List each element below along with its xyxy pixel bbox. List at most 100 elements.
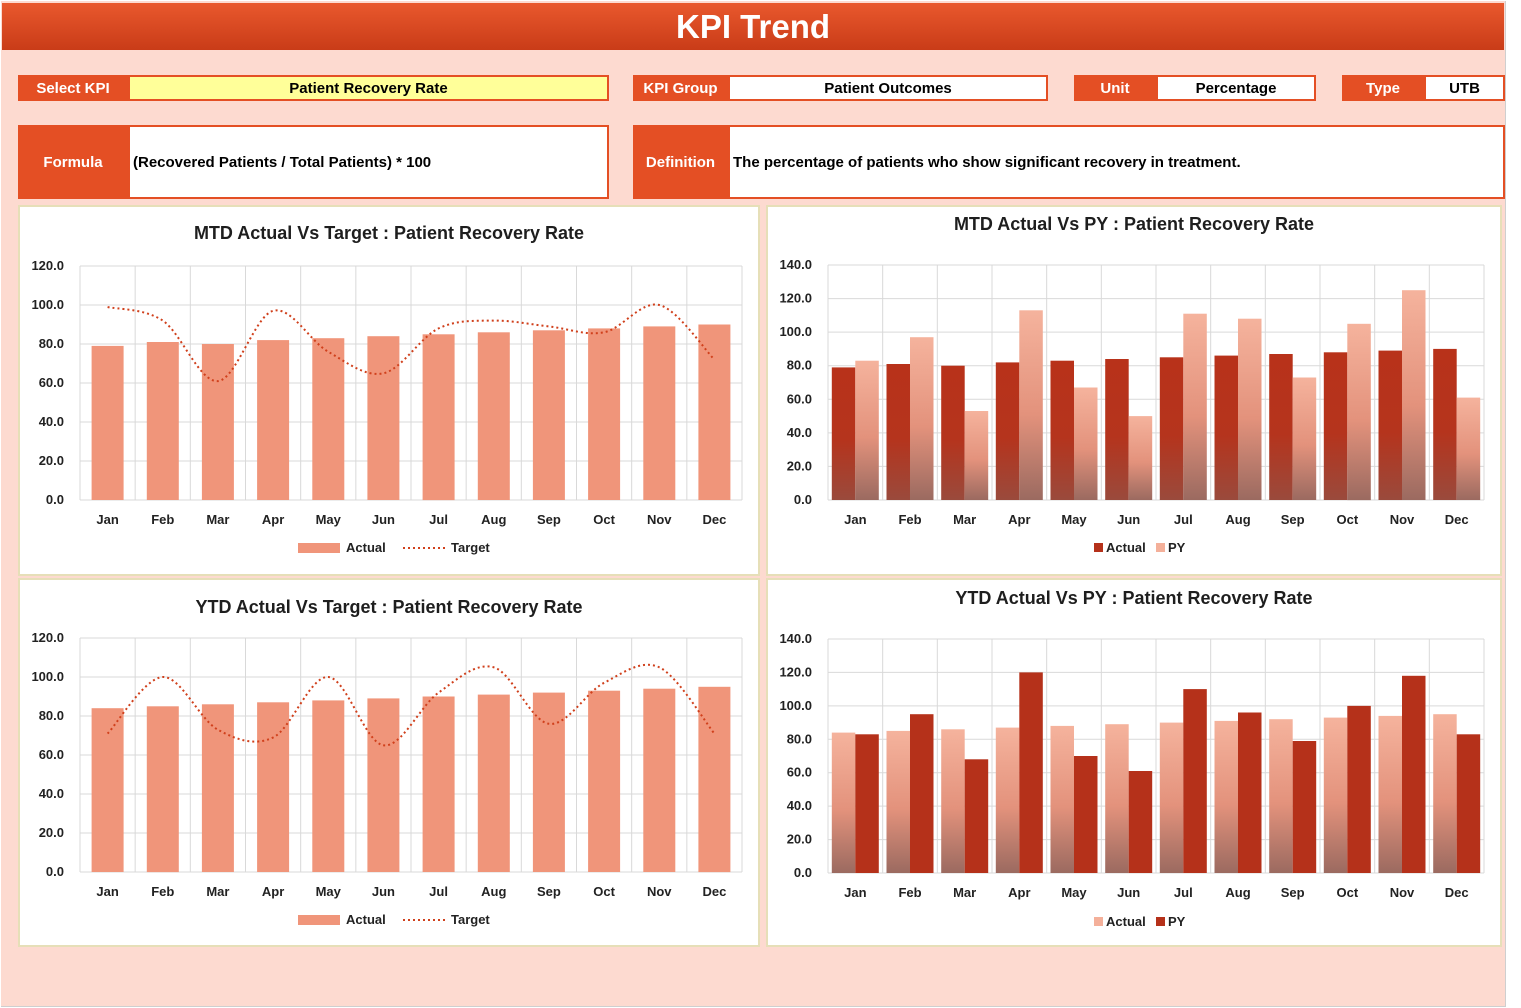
bar-py [964,759,989,873]
definition-value: The percentage of patients who show sign… [728,125,1505,199]
x-tick-label: Jul [1174,885,1193,900]
x-tick-label: Dec [1445,885,1469,900]
y-tick-label: 80.0 [39,708,64,723]
x-tick-label: May [316,512,342,527]
bar-actual [941,729,965,873]
y-tick-label: 20.0 [39,453,64,468]
y-tick-label: 100.0 [31,669,64,684]
x-tick-label: Aug [1225,885,1250,900]
bar-py [1238,318,1262,500]
legend-label-py: PY [1168,540,1186,555]
bar-actual [1323,717,1348,873]
bar-actual [1105,724,1129,873]
bar-actual [367,698,400,872]
bar-actual [1159,357,1184,500]
x-tick-label: Apr [262,884,284,899]
x-tick-label: Jul [429,512,448,527]
y-tick-label: 120.0 [779,291,812,306]
legend-label-target: Target [451,912,490,927]
x-tick-label: Dec [1445,512,1469,527]
bar-py [855,734,879,873]
bar-actual [1050,360,1074,500]
legend-swatch-py [1156,543,1165,552]
bar-actual [831,732,856,873]
bar-actual [995,727,1020,873]
y-tick-label: 120.0 [31,258,64,273]
x-tick-label: Jun [1117,512,1140,527]
x-tick-label: Jan [96,512,118,527]
unit-value: Percentage [1156,75,1316,101]
y-tick-label: 0.0 [46,492,64,507]
x-tick-label: Jan [844,885,866,900]
chart-title: MTD Actual Vs Target : Patient Recovery … [193,223,585,243]
x-tick-label: Jun [372,884,395,899]
x-tick-label: May [316,884,342,899]
x-tick-label: Sep [1281,512,1305,527]
legend-swatch-actual [298,543,340,553]
formula-label: Formula [18,125,128,199]
type-value: UTB [1424,75,1505,101]
x-tick-label: Mar [953,885,976,900]
legend-swatch-actual [298,915,340,925]
bar-py [910,337,934,500]
bar-py [1128,771,1153,873]
bar-actual [257,702,290,872]
y-tick-label: 0.0 [794,492,812,507]
bar-actual [1050,725,1074,873]
bar-py [1074,756,1098,873]
chart-panel-mtd-target: MTD Actual Vs Target : Patient Recovery … [18,205,760,576]
chart-mtd-actual-vs-py: 0.0 20.0 40.0 60.0 80.0 100.0 120.0 140.0 Jan Feb… [779,257,1485,555]
page-title: KPI Trend [2,3,1504,50]
gridlines [827,638,1485,874]
chart-ytd-actual-vs-target: 0.0 20.0 40.0 60.0 80.0 100.0 120.0 Jan Feb Mar Ap… [31,630,743,927]
bar-actual [146,342,179,500]
bar-py [1238,712,1262,873]
x-tick-label: Nov [1390,885,1415,900]
bar-actual [146,706,179,873]
x-tick-label: Nov [647,884,672,899]
y-tick-label: 60.0 [39,375,64,390]
bar-py [1456,734,1481,873]
x-tick-label: Apr [262,512,284,527]
x-tick-label: Jan [96,884,118,899]
formula-value: (Recovered Patients / Total Patients) * … [128,125,609,199]
x-tick-label: Apr [1008,512,1030,527]
x-tick-label: Nov [647,512,672,527]
x-tick-label: Jun [1117,885,1140,900]
bar-actual [1214,720,1238,873]
chart-mtd-actual-vs-target: 0.0 20.0 40.0 60.0 80.0 100.0 120.0 Jan Feb Mar Ap… [31,258,743,555]
bar-actual [312,338,345,500]
type-label: Type [1342,75,1424,101]
chart-title: YTD Actual Vs PY : Patient Recovery Rate [955,588,1313,608]
bar-actual [1433,714,1457,873]
gridlines [827,264,1485,501]
legend-label-actual: Actual [346,540,386,555]
x-tick-label: Jul [1174,512,1193,527]
x-tick-label: Nov [1390,512,1415,527]
select-kpi-dropdown[interactable]: Patient Recovery Rate [128,75,609,101]
bar-py [1347,705,1371,873]
legend-label-target: Target [451,540,490,555]
x-tick-label: Jun [372,512,395,527]
legend-label-actual: Actual [346,912,386,927]
x-tick-label: Jan [844,512,866,527]
kpi-group-value: Patient Outcomes [728,75,1048,101]
y-tick-label: 100.0 [31,297,64,312]
x-tick-label: Mar [206,884,229,899]
bar-py [1292,741,1317,873]
x-tick-label: Oct [593,512,615,527]
y-tick-label: 40.0 [39,414,64,429]
x-tick-label: Aug [481,512,506,527]
bar-actual [477,332,510,500]
bar-actual [886,730,910,873]
legend-swatch-actual [1094,917,1103,926]
bar-py [1456,397,1481,500]
bar-actual [1159,722,1184,873]
y-tick-label: 20.0 [39,825,64,840]
y-tick-label: 80.0 [787,358,812,373]
unit-label: Unit [1074,75,1156,101]
legend-label-actual: Actual [1106,914,1146,929]
bar-py [1183,313,1207,500]
y-tick-label: 20.0 [787,832,812,847]
bar-actual [643,326,676,500]
